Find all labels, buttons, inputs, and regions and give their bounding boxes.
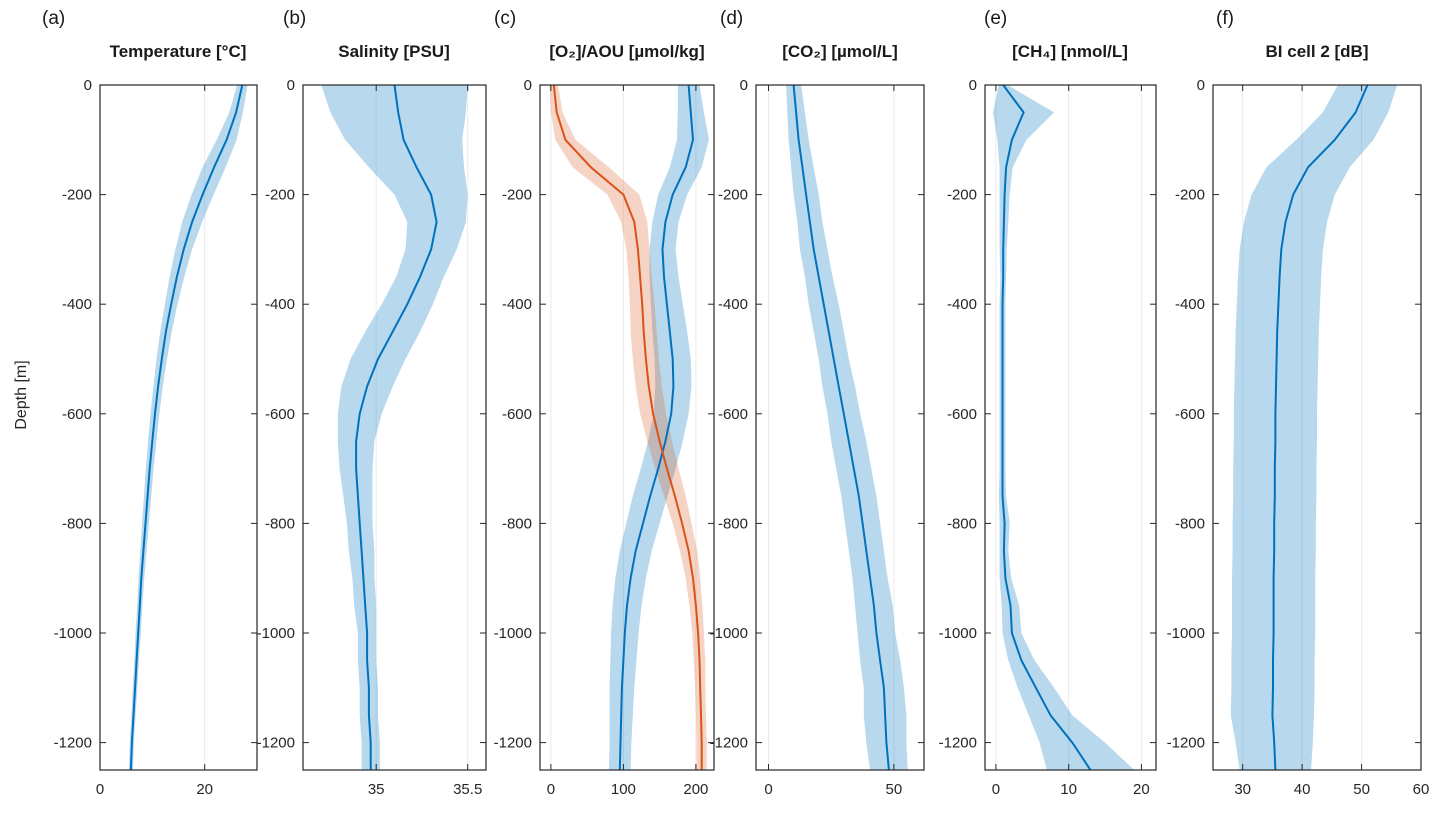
y-tick-label: -200 <box>947 187 977 204</box>
mean-line <box>552 85 703 770</box>
axis-box <box>1212 84 1422 771</box>
axis-box <box>755 84 925 771</box>
x-tick-label: 20 <box>1133 781 1150 798</box>
y-tick-label: -1000 <box>710 625 748 642</box>
y-tick-label: -1200 <box>257 735 295 752</box>
axis-box <box>539 84 715 771</box>
salinity-plot: 35 35.5 0 -200 -400 -600 -800 -1000 -1200 <box>257 77 487 798</box>
y-tick-label: -800 <box>502 515 532 532</box>
std-envelope <box>1230 85 1398 770</box>
axis-box <box>99 84 258 771</box>
panel-title-bi-cell2: BI cell 2 [dB] <box>1265 42 1369 61</box>
x-tick-label: 20 <box>196 781 213 798</box>
y-tick-label: -800 <box>947 515 977 532</box>
y-tick-label: -400 <box>502 296 532 313</box>
mean-line <box>792 85 890 770</box>
y-tick-label: -600 <box>265 406 295 423</box>
y-tick-label: -800 <box>62 515 92 532</box>
y-tick-label: -200 <box>502 187 532 204</box>
x-tick-label: 35.5 <box>453 781 482 798</box>
y-tick-label: -200 <box>265 187 295 204</box>
y-tick-label: -600 <box>947 406 977 423</box>
y-tick-label: -1000 <box>494 625 532 642</box>
mean-line <box>618 85 694 770</box>
oxygen-aou-plot: 0 100 200 0 -200 -400 -600 -800 -1000 -1200 <box>494 77 715 798</box>
panel-letter-f: (f) <box>1216 8 1234 29</box>
y-tick-label: -800 <box>265 515 295 532</box>
panel-title-co2: [CO₂] [µmol/L] <box>782 42 898 61</box>
std-envelope <box>321 85 468 770</box>
y-tick-label: -1000 <box>257 625 295 642</box>
x-tick-label: 10 <box>1060 781 1077 798</box>
panel-letter-a: (a) <box>42 8 66 29</box>
y-tick-label: 0 <box>1197 77 1205 94</box>
axis-box <box>984 84 1157 771</box>
x-tick-label: 0 <box>992 781 1000 798</box>
y-tick-label: -600 <box>718 406 748 423</box>
mean-line <box>1271 85 1369 770</box>
panel-title-oxygen-aou: [O₂]/AOU [µmol/kg] <box>549 42 705 61</box>
panel-letter-b: (b) <box>283 8 307 29</box>
axis-box <box>302 84 487 771</box>
y-tick-label: -200 <box>1175 187 1205 204</box>
x-tick-label: 35 <box>368 781 385 798</box>
y-tick-label: -1200 <box>494 735 532 752</box>
temperature-plot: 0 20 0 -200 -400 -600 -800 -1000 -1200 <box>54 77 258 798</box>
y-tick-label: 0 <box>969 77 977 94</box>
x-tick-label: 0 <box>764 781 772 798</box>
std-envelope <box>993 85 1135 770</box>
ch4-plot: 0 10 20 0 -200 -400 -600 -800 -1000 -1200 <box>939 77 1157 798</box>
y-tick-label: -800 <box>1175 515 1205 532</box>
x-tick-label: 60 <box>1413 781 1430 798</box>
y-tick-label: 0 <box>84 77 92 94</box>
mean-line <box>355 85 438 770</box>
panel-title-salinity: Salinity [PSU] <box>338 42 450 61</box>
y-tick-label: -400 <box>947 296 977 313</box>
x-tick-label: 100 <box>611 781 636 798</box>
y-tick-label: -1000 <box>54 625 92 642</box>
mean-line <box>1001 85 1092 770</box>
y-tick-label: 0 <box>287 77 295 94</box>
x-tick-label: 50 <box>886 781 903 798</box>
x-tick-label: 40 <box>1294 781 1311 798</box>
std-envelope <box>549 85 707 770</box>
x-tick-label: 0 <box>547 781 555 798</box>
x-tick-label: 50 <box>1353 781 1370 798</box>
panel-title-ch4: [CH₄] [nmol/L] <box>1012 42 1128 61</box>
y-tick-label: -1000 <box>1167 625 1205 642</box>
y-tick-label: -600 <box>502 406 532 423</box>
x-tick-label: 0 <box>96 781 104 798</box>
y-tick-label: -1200 <box>1167 735 1205 752</box>
y-tick-label: -400 <box>1175 296 1205 313</box>
bi-cell2-plot: 30 40 50 60 0 -200 -400 -600 -800 -1000 -1200 <box>1167 77 1430 798</box>
panel-letter-d: (d) <box>720 8 744 29</box>
y-axis-label: Depth [m] <box>13 360 30 430</box>
y-tick-label: -800 <box>718 515 748 532</box>
y-tick-label: -1200 <box>710 735 748 752</box>
mean-line <box>129 85 244 770</box>
y-tick-label: -600 <box>62 406 92 423</box>
y-tick-label: -600 <box>1175 406 1205 423</box>
y-tick-label: -1200 <box>54 735 92 752</box>
y-tick-label: 0 <box>740 77 748 94</box>
y-tick-label: -200 <box>62 187 92 204</box>
x-tick-label: 30 <box>1234 781 1251 798</box>
std-envelope <box>128 85 248 770</box>
y-tick-label: -400 <box>718 296 748 313</box>
panel-title-temperature: Temperature [°C] <box>109 42 247 61</box>
y-tick-label: 0 <box>524 77 532 94</box>
panel-letter-e: (e) <box>984 8 1008 29</box>
y-tick-label: -200 <box>718 187 748 204</box>
y-tick-label: -400 <box>62 296 92 313</box>
y-tick-label: -1200 <box>939 735 977 752</box>
x-tick-label: 200 <box>683 781 708 798</box>
std-envelope <box>608 85 709 770</box>
panel-letter-c: (c) <box>494 8 517 29</box>
co2-plot: 0 50 0 -200 -400 -600 -800 -1000 -1200 <box>710 77 925 798</box>
y-tick-label: -1000 <box>939 625 977 642</box>
y-tick-label: -400 <box>265 296 295 313</box>
